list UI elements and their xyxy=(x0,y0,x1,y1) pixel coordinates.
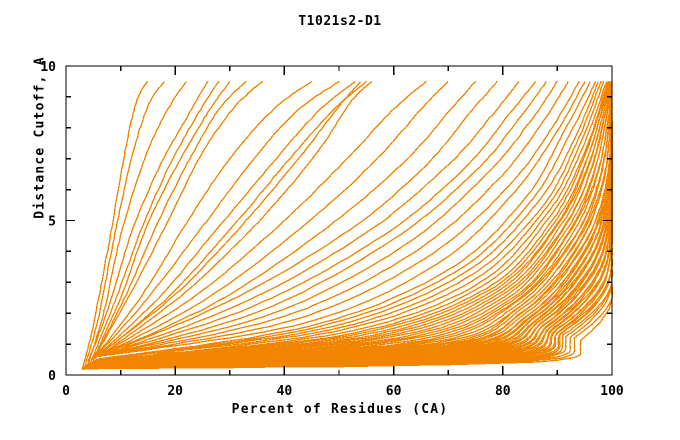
y-axis-tick-label: 5 xyxy=(48,215,56,230)
data-curve xyxy=(98,80,559,358)
data-curve xyxy=(93,81,610,362)
data-curve xyxy=(95,81,591,361)
data-curve xyxy=(88,104,613,364)
data-curve xyxy=(90,93,613,364)
tick-labels-group: 0 20 40 60 80 100 0 5 10 xyxy=(40,60,624,399)
data-curve xyxy=(92,81,609,362)
data-curve xyxy=(93,81,611,363)
data-curve xyxy=(98,80,427,357)
data-curve xyxy=(98,80,580,357)
data-curve xyxy=(95,81,361,357)
y-axis-tick-label: 10 xyxy=(40,60,56,75)
y-axis-label: Distance Cutoff, A xyxy=(32,56,48,219)
x-axis-tick-label: 40 xyxy=(277,384,293,399)
data-curve xyxy=(98,80,449,358)
data-curve xyxy=(93,80,605,362)
data-curve xyxy=(96,81,597,361)
data-curve xyxy=(89,80,220,363)
x-axis-tick-label: 20 xyxy=(167,384,183,399)
data-curve xyxy=(98,81,586,357)
data-curve xyxy=(92,81,264,360)
x-axis-tick-label: 80 xyxy=(495,384,511,399)
x-axis-tick-label: 0 xyxy=(62,384,70,399)
data-curve xyxy=(90,87,613,364)
data-curve xyxy=(98,81,520,357)
data-curve xyxy=(96,81,599,361)
x-axis-tick-label: 60 xyxy=(386,384,402,399)
data-curve xyxy=(93,81,608,362)
data-curve xyxy=(92,81,247,361)
data-curve xyxy=(92,81,313,360)
data-curve xyxy=(87,81,187,366)
data-curve xyxy=(84,81,165,367)
data-curve xyxy=(98,80,477,358)
data-curve xyxy=(96,80,602,361)
x-axis-label: Percent of Residues (CA) xyxy=(231,402,449,417)
data-curve xyxy=(98,81,373,357)
y-axis-tick-label: 0 xyxy=(48,369,56,384)
data-curve xyxy=(92,81,613,363)
data-curve xyxy=(81,80,149,370)
data-curve xyxy=(92,80,340,360)
page-title: T1021s2-D1 xyxy=(298,14,382,29)
axes-group xyxy=(65,65,613,376)
data-curve xyxy=(92,80,231,361)
x-axis-tick-label: 100 xyxy=(600,384,624,399)
data-curve xyxy=(92,81,612,363)
data-curve xyxy=(98,81,537,357)
data-curve xyxy=(98,81,547,358)
data-curve xyxy=(98,81,569,358)
data-curve xyxy=(87,81,209,363)
data-curve xyxy=(92,80,367,361)
data-curve xyxy=(92,80,356,361)
data-curve xyxy=(98,80,498,358)
data-curves-group xyxy=(81,80,614,370)
